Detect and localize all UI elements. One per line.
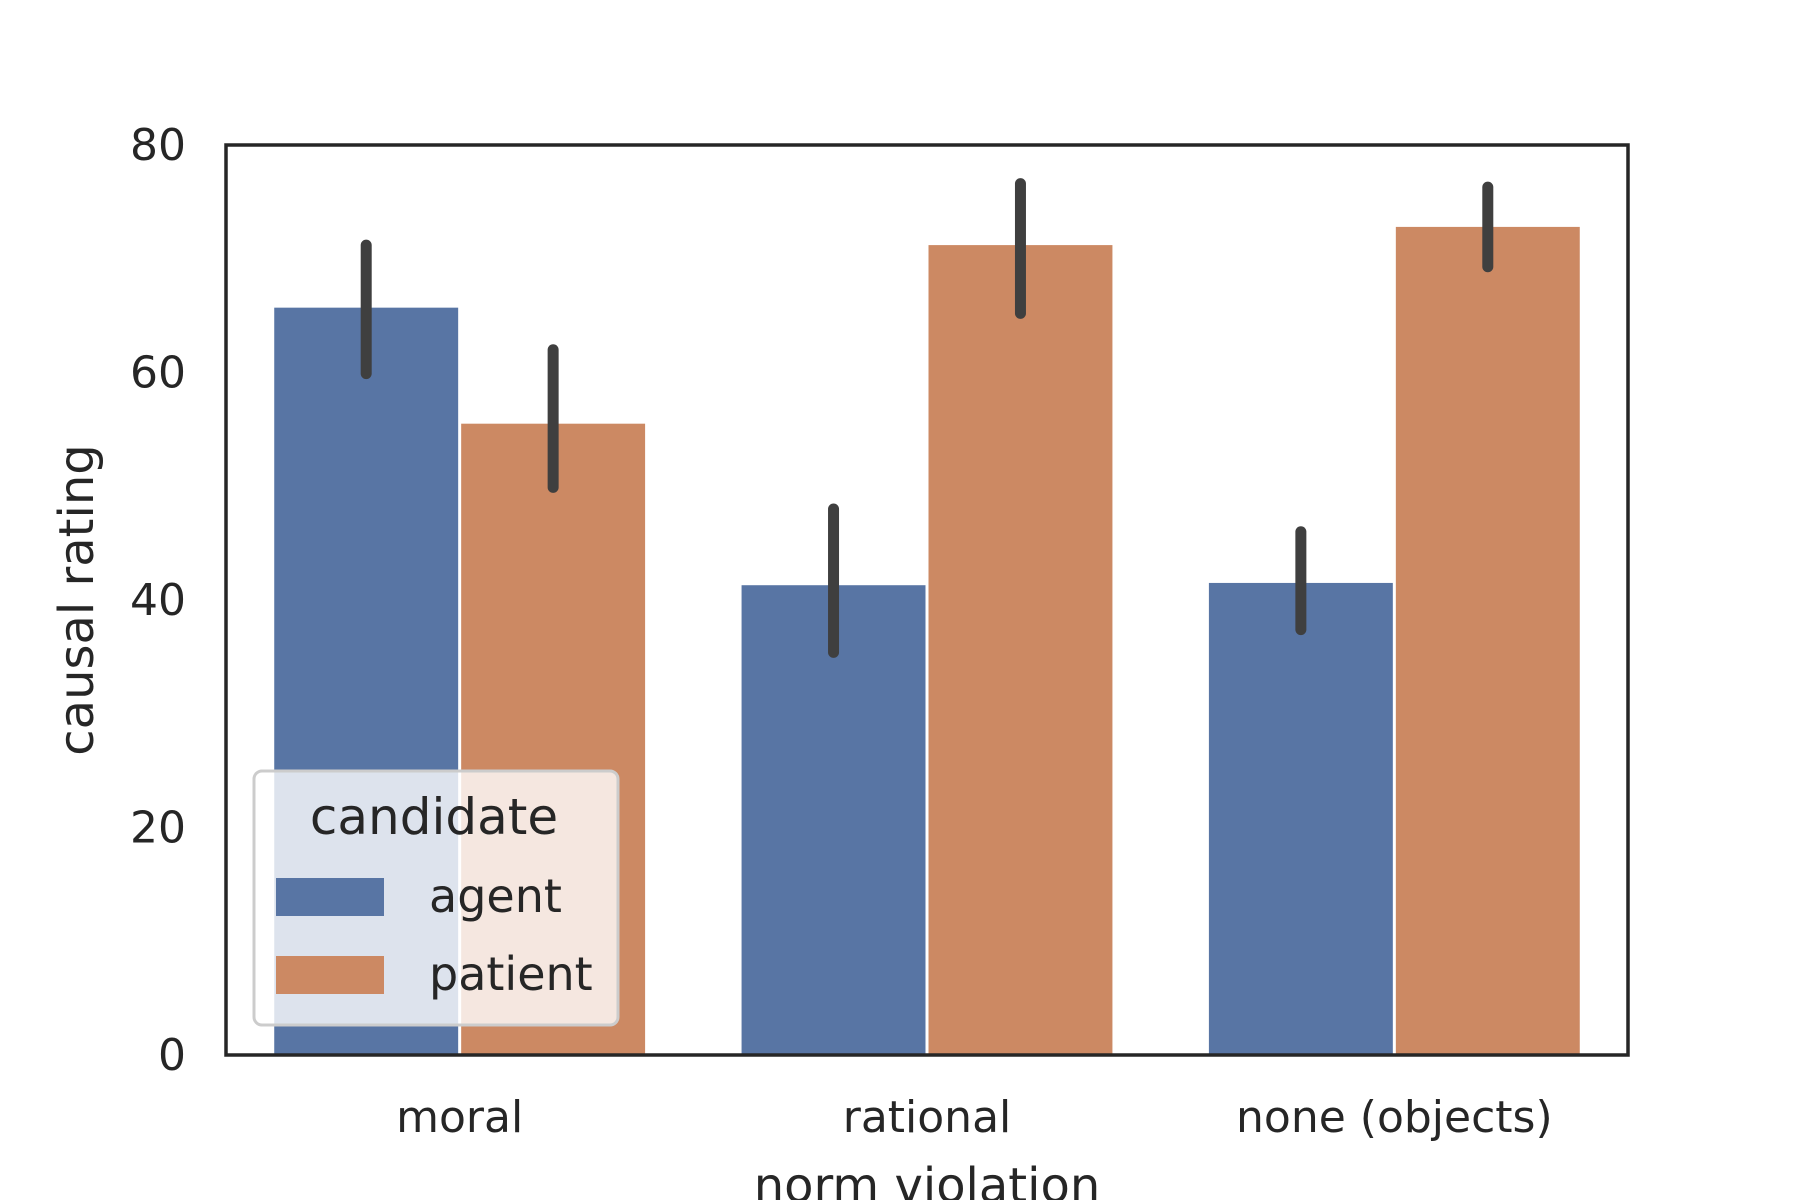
x-tick-label: moral	[396, 1092, 523, 1143]
bar-patient-1	[928, 245, 1113, 1056]
errorbars-layer	[360, 178, 1494, 658]
x-tick-label: rational	[843, 1092, 1012, 1143]
legend: candidate agent patient	[252, 769, 620, 1027]
y-tick-label: 0	[158, 1030, 186, 1081]
y-axis-ticks: 0 20 40 60 80	[130, 120, 186, 1081]
y-tick-label: 80	[130, 120, 186, 171]
y-axis-label: causal rating	[49, 444, 105, 755]
y-tick-label: 60	[130, 348, 186, 399]
plot-frame	[224, 143, 1630, 1057]
x-tick-label: none (objects)	[1236, 1092, 1553, 1143]
bar-agent-1	[741, 585, 926, 1055]
y-tick-label: 20	[130, 803, 186, 854]
x-axis-ticks: moral rational none (objects)	[396, 1092, 1552, 1143]
y-tick-label: 40	[130, 575, 186, 626]
bar-agent-2	[1208, 582, 1393, 1055]
legend-label-patient: patient	[429, 947, 593, 1001]
legend-swatch-agent	[276, 878, 384, 916]
legend-swatch-patient	[276, 956, 384, 994]
legend-title: candidate	[310, 788, 558, 846]
legend-label-agent: agent	[429, 869, 562, 923]
bars-layer	[274, 226, 1580, 1056]
bar-patient-2	[1395, 226, 1580, 1055]
x-axis-label: norm violation	[754, 1158, 1101, 1200]
